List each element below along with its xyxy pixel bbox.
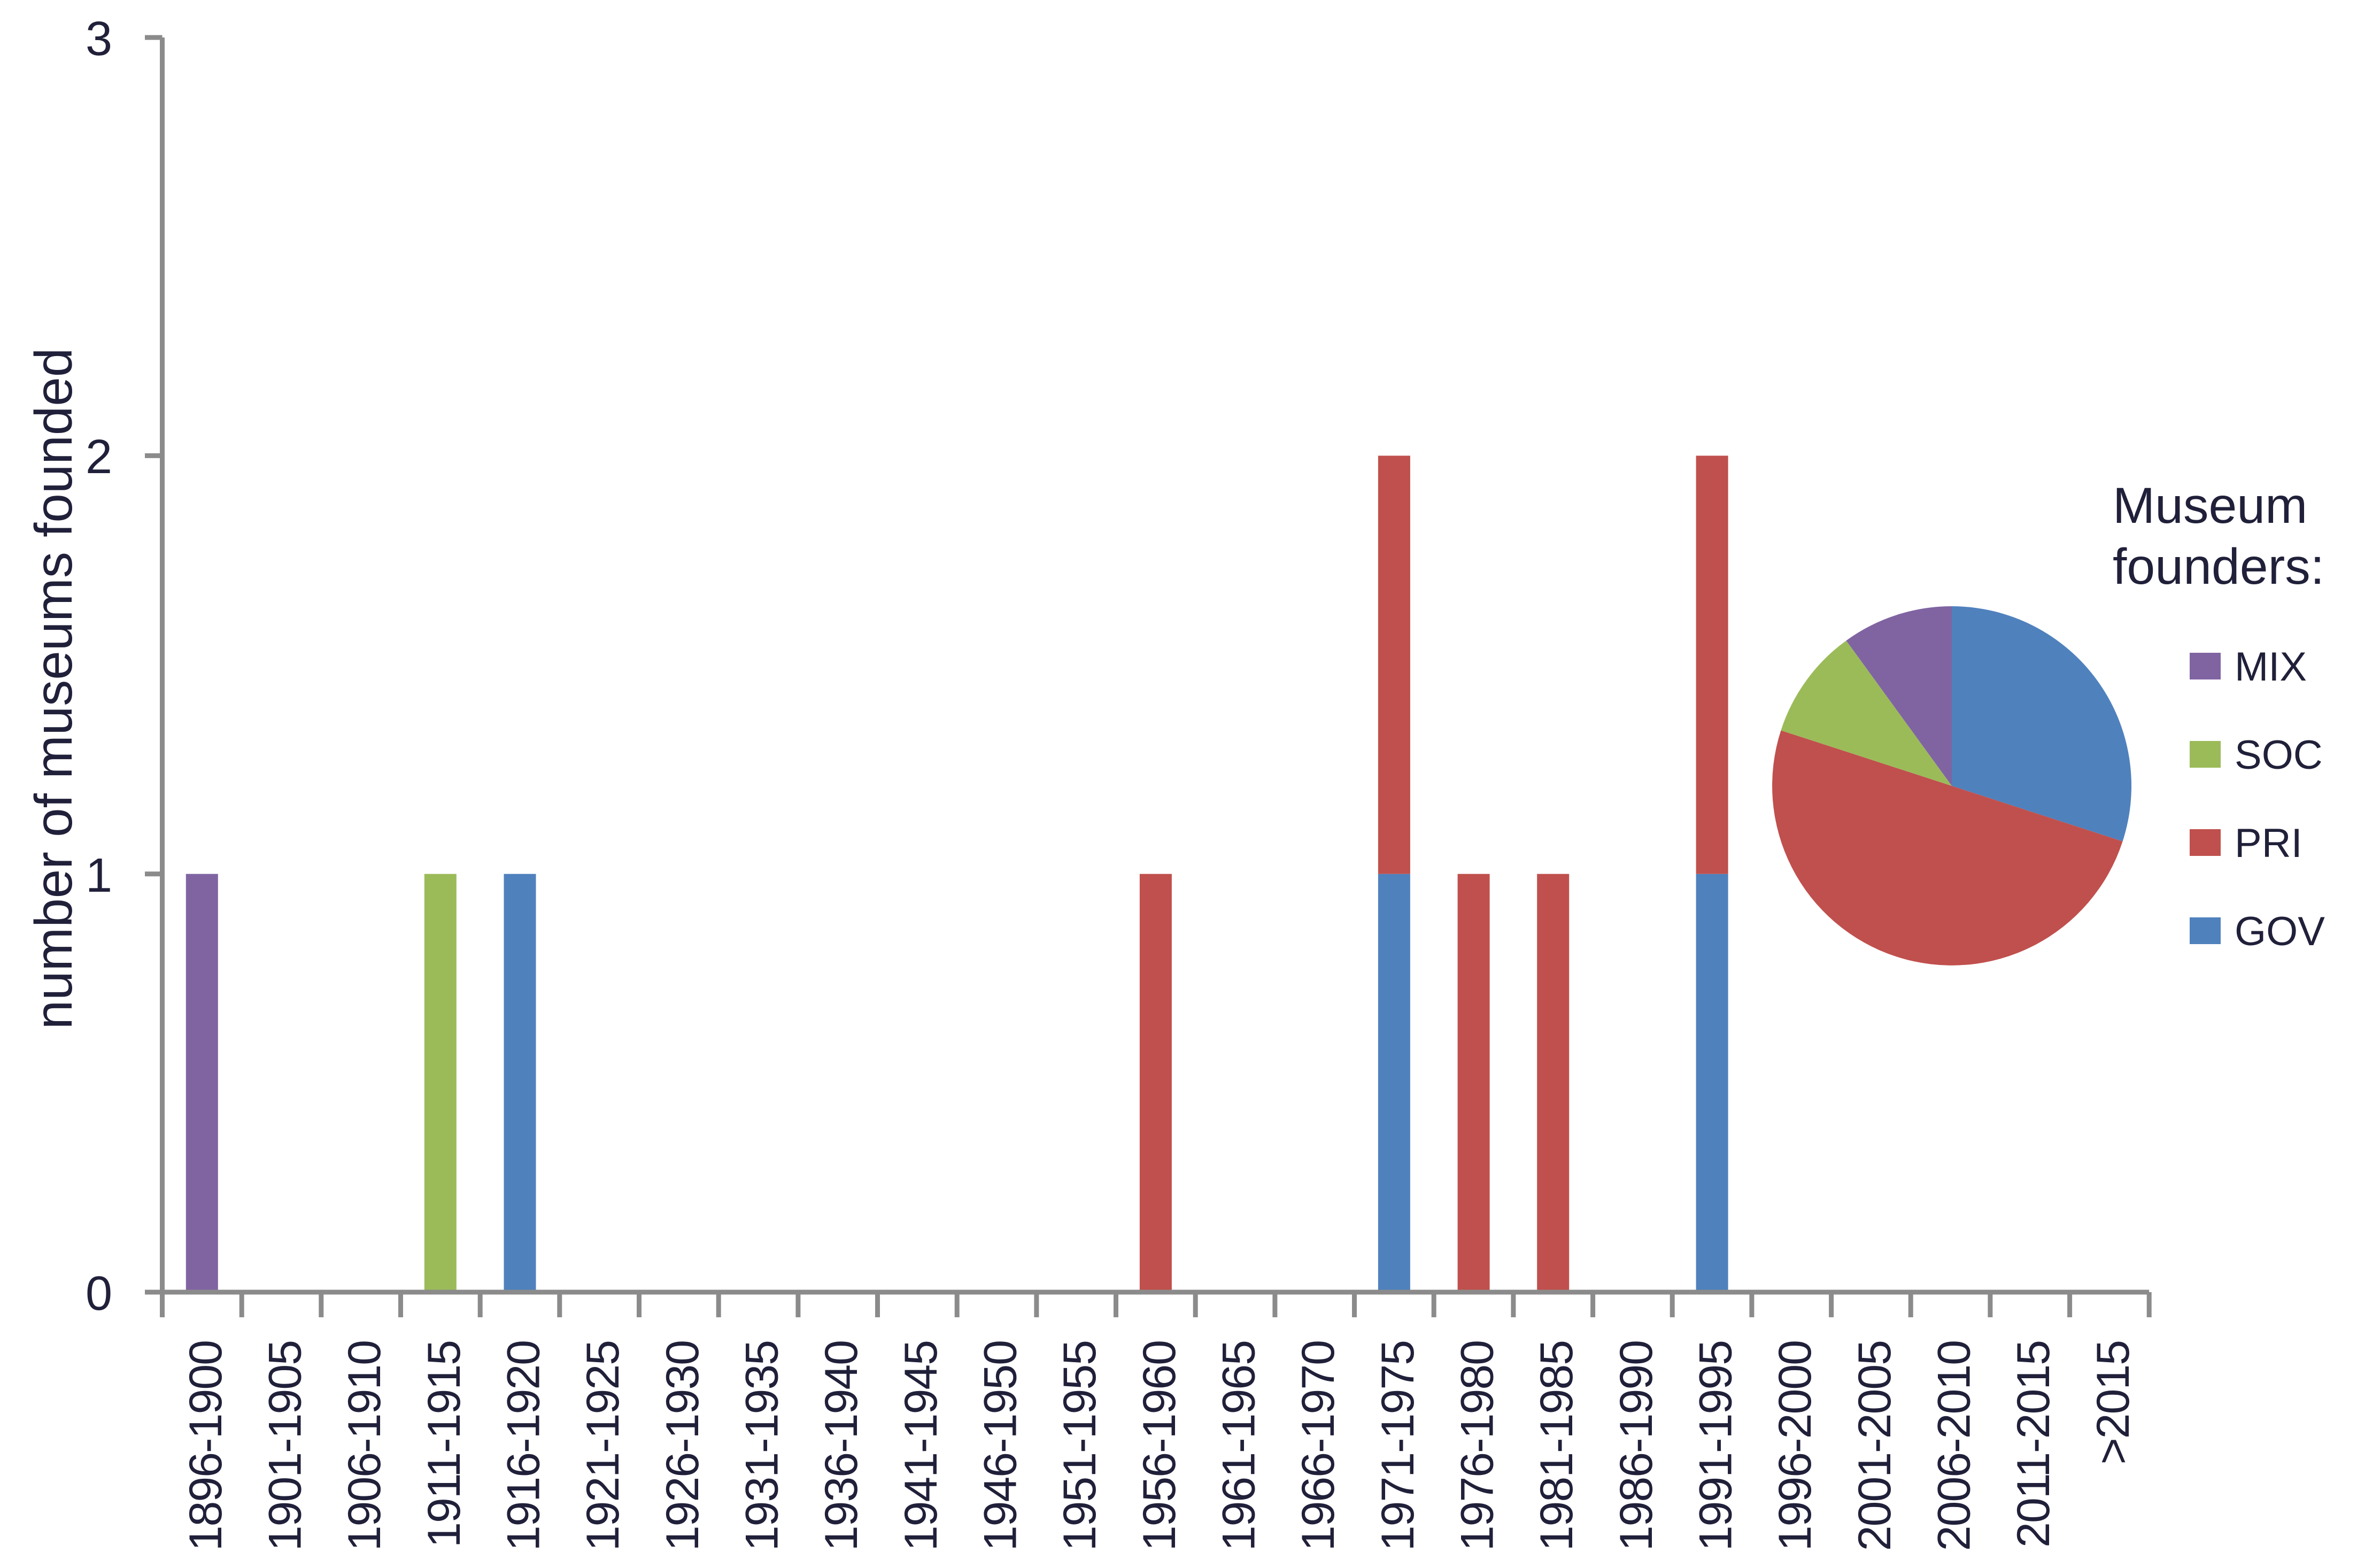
svg-text:2011-2015: 2011-2015 (2008, 1341, 2059, 1548)
svg-text:1901-1905: 1901-1905 (260, 1341, 311, 1551)
svg-text:1996-2000: 1996-2000 (1769, 1341, 1821, 1551)
svg-text:1931-1935: 1931-1935 (737, 1341, 788, 1551)
svg-text:1896-1900: 1896-1900 (180, 1341, 231, 1551)
svg-text:1981-1985: 1981-1985 (1531, 1341, 1582, 1551)
svg-text:1911-1915: 1911-1915 (419, 1341, 470, 1548)
svg-text:>2015: >2015 (2088, 1341, 2139, 1465)
svg-text:0: 0 (86, 1267, 112, 1320)
svg-text:2001-2005: 2001-2005 (1849, 1341, 1900, 1551)
svg-text:1921-1925: 1921-1925 (577, 1341, 629, 1551)
svg-text:2006-2010: 2006-2010 (1929, 1341, 1980, 1551)
svg-text:1976-1980: 1976-1980 (1452, 1341, 1503, 1551)
svg-text:1: 1 (86, 849, 112, 902)
svg-text:3: 3 (86, 12, 112, 66)
svg-text:1966-1970: 1966-1970 (1293, 1341, 1344, 1551)
svg-text:SOC: SOC (2235, 732, 2323, 778)
svg-text:1951-1955: 1951-1955 (1054, 1341, 1106, 1551)
svg-text:1946-1950: 1946-1950 (975, 1341, 1026, 1551)
svg-text:1991-1995: 1991-1995 (1690, 1341, 1742, 1551)
svg-text:2: 2 (86, 430, 112, 484)
svg-text:number of museums founded: number of museums founded (24, 348, 83, 1030)
svg-text:PRI: PRI (2235, 821, 2302, 866)
svg-text:1926-1930: 1926-1930 (657, 1341, 708, 1551)
svg-text:MIX: MIX (2235, 644, 2307, 690)
svg-text:1956-1960: 1956-1960 (1134, 1341, 1185, 1551)
svg-text:founders:: founders: (2113, 538, 2324, 595)
svg-text:1961-1965: 1961-1965 (1214, 1341, 1265, 1551)
svg-text:1971-1975: 1971-1975 (1372, 1341, 1424, 1551)
svg-text:1941-1945: 1941-1945 (895, 1341, 947, 1551)
svg-text:1986-1990: 1986-1990 (1611, 1341, 1662, 1551)
svg-text:Museum: Museum (2113, 477, 2307, 534)
svg-text:GOV: GOV (2235, 909, 2325, 954)
svg-text:1916-1920: 1916-1920 (498, 1341, 550, 1551)
svg-text:1936-1940: 1936-1940 (816, 1341, 867, 1551)
svg-text:1906-1910: 1906-1910 (339, 1341, 390, 1551)
